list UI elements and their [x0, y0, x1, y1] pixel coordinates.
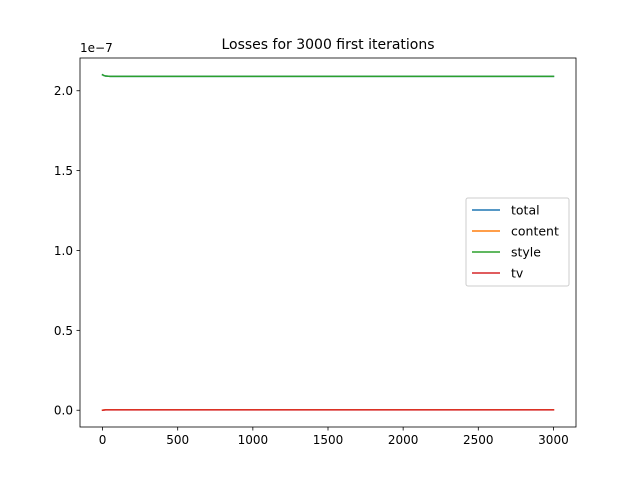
chart-title: Losses for 3000 first iterations — [221, 37, 434, 53]
y-tick-label-0.5: 0.5 — [54, 324, 73, 338]
series-line-style — [101, 73, 555, 78]
y-offset-label: 1e−7 — [80, 41, 113, 55]
x-tick-label-1500: 1500 — [313, 433, 344, 447]
x-tick-label-2500: 2500 — [463, 433, 494, 447]
x-tick-label-2000: 2000 — [388, 433, 419, 447]
legend-box — [465, 197, 570, 287]
y-tick-label-0.0: 0.0 — [54, 404, 73, 418]
legend-label-tv: tv — [511, 266, 524, 281]
x-tick-label-0: 0 — [99, 433, 107, 447]
y-tick-label-2.0: 2.0 — [54, 84, 73, 98]
plot-area: 0 500 1000 1500 2000 2500 3000 0.0 0.5 1.0 1.5 2.0 — [54, 57, 577, 447]
legend-label-style: style — [511, 245, 541, 260]
y-tick-label-1.0: 1.0 — [54, 244, 73, 258]
x-tick-label-3000: 3000 — [538, 433, 569, 447]
x-tick-label-1000: 1000 — [238, 433, 269, 447]
legend-label-total: total — [511, 203, 540, 218]
y-tick-label-1.5: 1.5 — [54, 164, 73, 178]
legend: total content style tv — [465, 197, 570, 287]
legend-label-content: content — [511, 224, 559, 239]
x-tick-label-500: 500 — [166, 433, 189, 447]
